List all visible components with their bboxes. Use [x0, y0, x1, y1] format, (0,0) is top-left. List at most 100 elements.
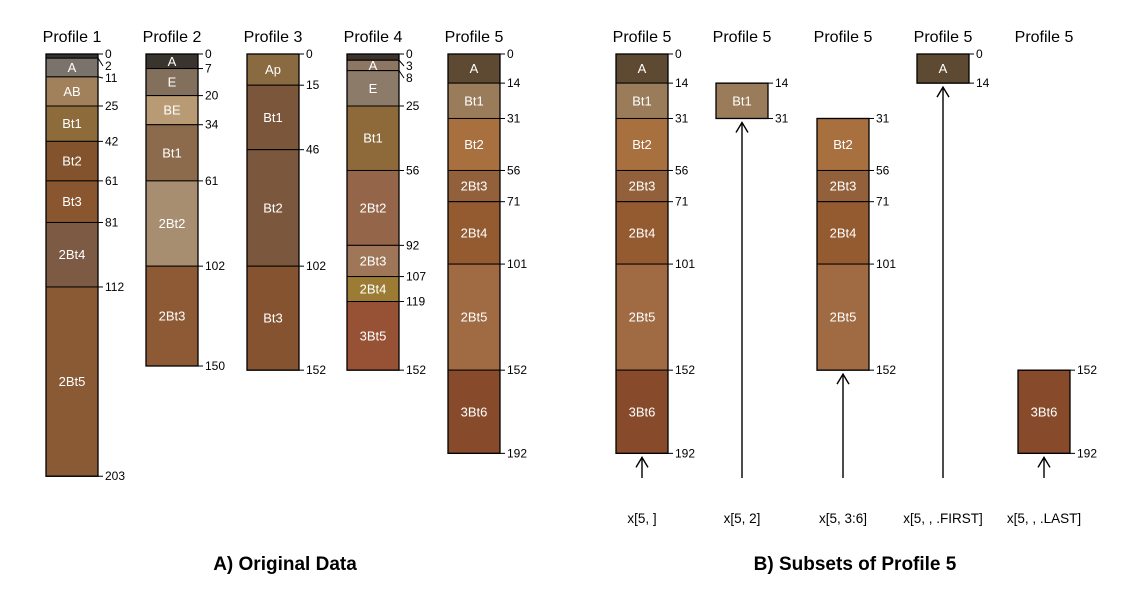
horizon-Bt1 — [145, 124, 199, 182]
depth-label: 14 — [675, 76, 689, 90]
depth-label: 152 — [306, 363, 326, 377]
depth-label: 0 — [675, 47, 682, 61]
depth-tick — [97, 57, 104, 67]
depth-label: 56 — [675, 163, 689, 177]
depth-label: 152 — [406, 363, 426, 377]
depth-label: 31 — [775, 111, 789, 125]
depth-label: 101 — [675, 257, 695, 271]
depth-label: 0 — [406, 47, 413, 61]
depth-label: 107 — [406, 270, 426, 284]
horizon-label: Bt2 — [464, 137, 484, 152]
horizon-label: BE — [163, 103, 181, 118]
horizon-label: 3Bt6 — [1031, 404, 1058, 419]
horizon-Bt1 — [246, 84, 300, 151]
depth-label: 34 — [205, 118, 219, 132]
depth-label: 192 — [675, 446, 695, 460]
horizon-label: 2Bt5 — [461, 310, 488, 325]
depth-label: 0 — [105, 47, 112, 61]
depth-label: 11 — [105, 71, 118, 85]
depth-label: 8 — [406, 71, 413, 85]
horizon-2Bt3 — [346, 244, 400, 278]
horizon-label: A — [68, 60, 77, 75]
horizon-label: Bt1 — [162, 145, 182, 160]
depth-label: 101 — [507, 257, 527, 271]
horizon-label: 2Bt3 — [629, 179, 656, 194]
depth-label: 192 — [507, 446, 527, 460]
depth-label: 102 — [306, 259, 326, 273]
horizon-label: Bt2 — [833, 137, 853, 152]
horizon-label: A — [369, 58, 378, 73]
profile-label: Profile 1 — [43, 29, 102, 46]
original-data-panel: Profile 1AABBt1Bt2Bt32Bt42Bt502112542618… — [43, 29, 528, 483]
horizon-label: 2Bt4 — [59, 247, 86, 262]
subset-4: Profile 5 A 0 14 x[5, , .FIRST] — [903, 29, 989, 526]
horizon-label: Bt1 — [732, 93, 752, 108]
horizon-label: A — [939, 61, 948, 76]
depth-label: 112 — [105, 280, 124, 294]
depth-label: 152 — [1077, 363, 1097, 377]
profile-outline — [45, 53, 99, 477]
horizon-label: E — [369, 81, 378, 96]
depth-label: 119 — [406, 295, 425, 309]
profile-label: Profile 5 — [613, 29, 672, 46]
subset-5: Profile 5 3Bt6 152 192 x[5, , .LAST] — [1007, 29, 1097, 526]
horizon-label: A — [638, 61, 647, 76]
horizon-label: Bt2 — [62, 154, 82, 169]
profile-3: Profile 3 Ap Bt1 Bt2 Bt3 0 15 46 102 152 — [244, 29, 327, 377]
horizon-label: Bt1 — [263, 110, 283, 125]
depth-label: 81 — [105, 215, 119, 229]
depth-label: 0 — [205, 47, 212, 61]
horizon-Bt3 — [246, 265, 300, 371]
horizon-label: 2Bt4 — [360, 282, 387, 297]
profile-label: Profile 5 — [713, 29, 772, 46]
subset-3: Profile 5 Bt2 2Bt3 2Bt4 2Bt5 31 56 71 101 152 x[5,… — [814, 29, 897, 526]
horizon-2Bt4 — [447, 201, 501, 265]
depth-label: 152 — [876, 363, 896, 377]
horizon-label: A — [470, 61, 479, 76]
depth-tick — [97, 76, 104, 79]
profile-outline — [447, 53, 501, 455]
depth-tick — [398, 59, 405, 67]
horizon-3Bt5 — [346, 301, 400, 371]
profile-outline — [816, 117, 870, 371]
subset-arrow — [836, 372, 850, 478]
depth-label: 203 — [105, 469, 125, 483]
depth-label: 3 — [406, 59, 413, 73]
horizon-label: 2Bt4 — [461, 225, 488, 240]
depth-label: 15 — [306, 78, 320, 92]
horizon-label: E — [168, 75, 177, 90]
horizon-label: 3Bt6 — [629, 404, 656, 419]
depth-label: 71 — [507, 195, 521, 209]
profile-2: Profile 2 AE BE Bt1 2Bt2 2Bt3 07 20 34 61 102 150 — [143, 29, 226, 373]
horizon-Bt1 — [346, 105, 400, 171]
depth-label: 42 — [105, 134, 119, 148]
horizon-label: 3Bt5 — [360, 328, 387, 343]
profile-5: Profile 5 A Bt1 Bt2 2Bt3 2Bt4 2Bt5 3Bt6 0 14 31 56 7… — [445, 29, 528, 460]
subset-expression: x[5, , .FIRST] — [903, 511, 983, 526]
profile-label: Profile 5 — [1015, 29, 1074, 46]
depth-label: 56 — [507, 163, 521, 177]
depth-label: 14 — [976, 76, 990, 90]
depth-label: 152 — [507, 363, 527, 377]
depth-label: 71 — [876, 195, 890, 209]
horizon-label: 2Bt2 — [159, 216, 186, 231]
horizon-label: 2Bt3 — [360, 253, 387, 268]
profile-outline — [1017, 369, 1071, 455]
horizon-label: Bt1 — [363, 131, 383, 146]
horizon-label: 2Bt3 — [159, 309, 186, 324]
horizon-label: Bt1 — [62, 116, 82, 131]
depth-tick — [398, 70, 405, 79]
subset-arrow — [936, 85, 950, 478]
depth-label: 20 — [205, 89, 219, 103]
horizon-label: Bt3 — [62, 194, 82, 209]
horizon-label: 2Bt4 — [830, 225, 857, 240]
horizon-label: Ap — [265, 62, 281, 77]
horizon-label: 2Bt5 — [59, 374, 86, 389]
subset-expression: x[5, 3:6] — [819, 511, 867, 526]
subsets-panel: Profile 5 A Bt1 Bt2 2Bt3 2Bt4 2Bt5 3Bt6 0 14 31 56 7… — [613, 29, 1098, 526]
depth-label: 25 — [406, 99, 420, 113]
depth-label: 56 — [876, 163, 890, 177]
